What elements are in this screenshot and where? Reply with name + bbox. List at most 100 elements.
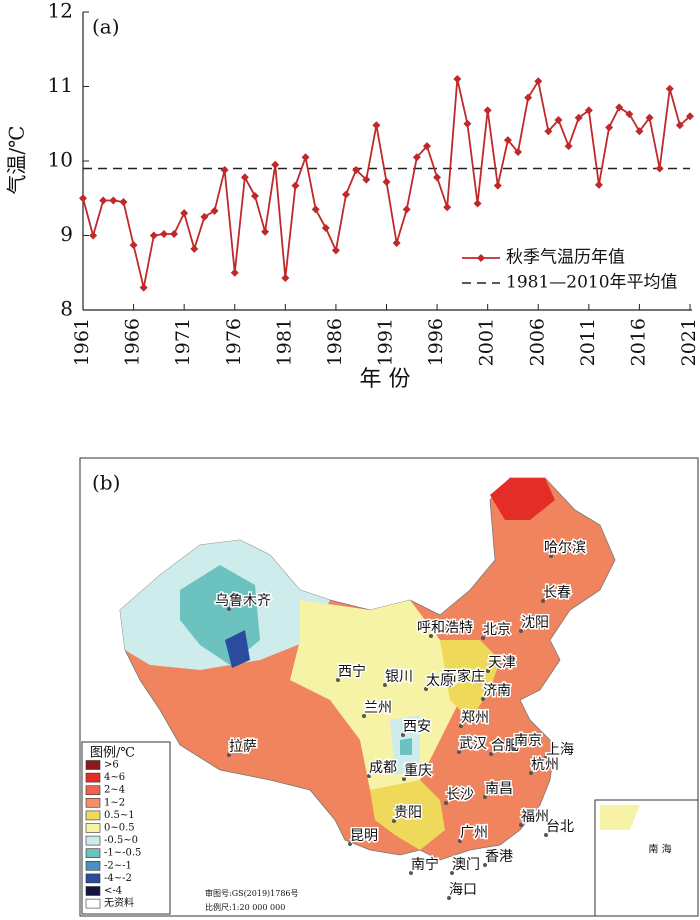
y-tick-label: 8 <box>60 297 73 321</box>
data-point <box>524 93 533 102</box>
data-point <box>443 203 452 212</box>
x-tick-label: 2001 <box>476 318 498 366</box>
city-dot <box>227 607 231 611</box>
city-label: 西安 <box>403 719 431 735</box>
legend-label: 秋季气温历年值 <box>506 248 625 268</box>
city-label: 香港 <box>485 849 513 865</box>
data-point <box>534 77 543 86</box>
data-point <box>493 181 502 190</box>
legend-label: -2~-1 <box>104 860 132 871</box>
city-dot <box>483 795 487 799</box>
panel-label: (a) <box>92 15 120 39</box>
x-tick-label: 2011 <box>577 318 599 366</box>
city-dot <box>227 753 231 757</box>
city-label: 济南 <box>483 683 511 699</box>
city-label: 石家庄 <box>443 668 485 685</box>
city-label: 哈尔滨 <box>544 540 586 556</box>
city-dot <box>402 777 406 781</box>
legend-label: -1~-0.5 <box>104 848 141 859</box>
x-tick-label: 1996 <box>425 318 447 366</box>
inset-label: 南 海 <box>648 843 671 856</box>
data-point <box>261 227 270 236</box>
city-dot <box>450 871 454 875</box>
data-point <box>544 127 553 136</box>
data-point <box>392 238 401 247</box>
city-label: 海口 <box>449 882 477 898</box>
legend-label: 1~2 <box>104 797 125 808</box>
data-point <box>301 153 310 162</box>
data-point <box>433 173 442 182</box>
data-point <box>453 75 462 84</box>
data-point <box>584 106 593 115</box>
x-tick-label: 1971 <box>172 318 194 366</box>
data-point <box>250 192 259 201</box>
data-point <box>109 196 118 205</box>
legend-label: 0.5~1 <box>104 810 135 821</box>
data-point <box>362 175 371 184</box>
data-point <box>321 224 330 233</box>
city-label: 呼和浩特 <box>417 620 473 636</box>
x-tick-label: 1961 <box>71 318 93 366</box>
city-label: 上海 <box>546 742 574 758</box>
city-label: 拉萨 <box>229 739 257 755</box>
data-point <box>665 84 674 93</box>
data-point <box>99 196 108 205</box>
data-point <box>271 160 280 169</box>
city-label: 福州 <box>521 809 549 825</box>
x-axis-title: 年 份 <box>360 367 411 392</box>
city-dot <box>383 683 387 687</box>
legend-swatch <box>85 848 101 859</box>
data-point <box>564 142 573 151</box>
data-point <box>89 231 98 240</box>
legend-label: 0~0.5 <box>104 823 135 834</box>
data-point <box>190 244 199 253</box>
city-label: 乌鲁木齐 <box>215 593 271 609</box>
legend-swatch <box>85 886 101 896</box>
city-label: 北京 <box>483 622 511 638</box>
data-point <box>382 177 391 186</box>
data-point <box>311 205 320 214</box>
city-dot <box>459 724 463 728</box>
legend-swatch <box>85 898 101 909</box>
city-label: 郑州 <box>461 710 489 726</box>
city-label: 昆明 <box>350 828 378 844</box>
map-legend-title: 图例/℃ <box>90 746 135 761</box>
city-dot <box>541 599 545 603</box>
city-dot <box>458 839 462 843</box>
city-label: 银川 <box>385 669 413 685</box>
data-point <box>422 142 431 151</box>
x-tick-label: 1991 <box>375 318 397 366</box>
legend-marker <box>477 254 485 262</box>
city-dot <box>483 863 487 867</box>
city-dot <box>362 714 366 718</box>
data-point <box>574 113 583 122</box>
city-dot <box>489 752 493 756</box>
data-point <box>352 165 361 174</box>
city-label: 澳门 <box>452 857 480 873</box>
data-point <box>615 103 624 112</box>
data-point <box>655 164 664 173</box>
data-point <box>554 116 563 125</box>
legend-swatch <box>85 797 101 808</box>
data-point <box>625 110 634 119</box>
legend-label: 2~4 <box>104 785 125 796</box>
data-point <box>129 241 138 250</box>
x-tick-label: 1976 <box>223 318 245 366</box>
city-dot <box>429 634 433 638</box>
data-point <box>180 209 189 218</box>
x-tick-label: 1986 <box>324 318 346 366</box>
x-tick-label: 2016 <box>627 318 649 366</box>
x-tick-label: 1981 <box>273 318 295 366</box>
city-dot <box>392 819 396 823</box>
data-point <box>675 121 684 130</box>
y-tick-label: 11 <box>48 73 73 97</box>
city-dot <box>409 871 413 875</box>
data-point <box>139 283 148 292</box>
data-point <box>210 206 219 215</box>
city-label: 兰州 <box>364 700 392 716</box>
city-label: 成都 <box>369 760 397 776</box>
data-point <box>473 199 482 208</box>
city-dot <box>549 554 553 558</box>
data-point <box>412 153 421 162</box>
city-dot <box>367 774 371 778</box>
